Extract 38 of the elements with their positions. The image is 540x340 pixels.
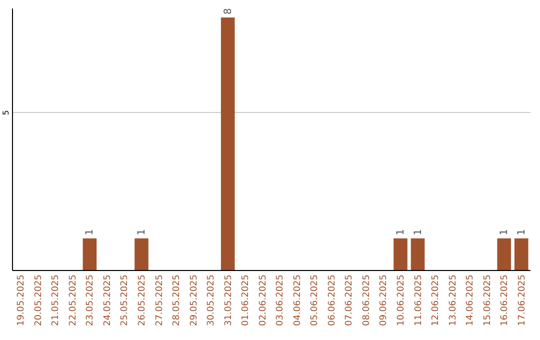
data-label: 8 — [222, 8, 234, 14]
x-tick-label: 01.06.2025 — [241, 274, 252, 326]
x-tick-label: 17.06.2025 — [517, 274, 528, 326]
data-label: 1 — [516, 229, 528, 236]
x-tick-label: 13.06.2025 — [448, 274, 458, 326]
x-tick-label: 05.06.2025 — [310, 274, 320, 326]
x-tick-label: 26.05.2025 — [138, 274, 148, 326]
x-tick-label: 28.05.2025 — [172, 274, 182, 326]
x-tick-label: 24.05.2025 — [102, 274, 113, 326]
x-tick-label: 25.05.2025 — [120, 274, 130, 326]
data-label: 1 — [136, 229, 148, 236]
data-label: 1 — [84, 229, 96, 236]
x-tick-label: 07.06.2025 — [344, 274, 355, 326]
data-label: 1 — [499, 229, 510, 236]
data-label: 1 — [412, 229, 424, 236]
x-tick-label: 14.06.2025 — [466, 274, 476, 326]
x-tick-label: 23.05.2025 — [86, 274, 96, 326]
x-tick-label: 09.06.2025 — [379, 274, 390, 326]
x-tick-label: 22.05.2025 — [68, 274, 78, 326]
x-tick-label: 08.06.2025 — [362, 274, 372, 326]
x-tick-label: 20.05.2025 — [34, 274, 44, 326]
x-tick-label: 11.06.2025 — [414, 274, 424, 326]
x-tick-label: 15.06.2025 — [482, 274, 493, 326]
data-label: 1 — [396, 229, 406, 236]
x-tick-label: 02.06.2025 — [258, 274, 268, 326]
x-tick-label: 06.06.2025 — [327, 274, 338, 326]
x-tick-label: 30.05.2025 — [206, 274, 217, 326]
x-tick-label: 03.06.2025 — [276, 274, 286, 326]
y-tick-label: 5 — [2, 110, 10, 116]
x-tick-label: 21.05.2025 — [51, 274, 62, 326]
x-tick-label: 29.05.2025 — [189, 274, 200, 326]
x-tick-label: 12.06.2025 — [431, 274, 442, 326]
x-tick-label: 10.06.2025 — [396, 274, 406, 326]
x-tick-label: 16.06.2025 — [500, 274, 510, 326]
x-tick-label: 04.06.2025 — [292, 274, 303, 326]
x-tick-label: 19.05.2025 — [16, 274, 27, 326]
x-tick-label: 31.05.2025 — [224, 274, 234, 326]
x-tick-label: 27.05.2025 — [154, 274, 165, 326]
